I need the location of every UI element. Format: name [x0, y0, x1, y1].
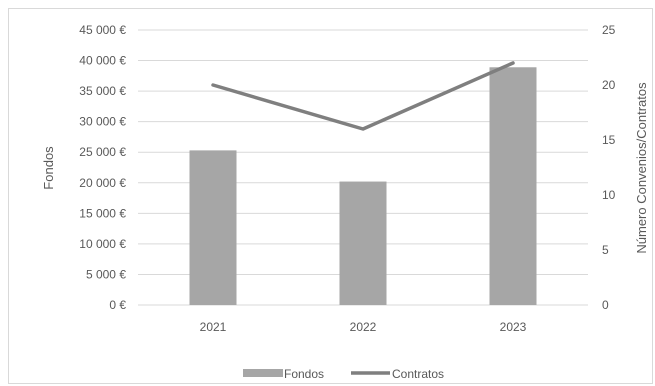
line-contratos — [211, 61, 515, 131]
x-tick-label: 2022 — [350, 320, 377, 334]
x-tick-label: 2023 — [500, 320, 527, 334]
y2-tick-label: 5 — [602, 243, 609, 257]
y-tick-label: 30 000 € — [79, 115, 126, 129]
y-tick-label: 10 000 € — [79, 237, 126, 251]
bar-fondos — [189, 150, 237, 305]
y2-tick-label: 15 — [602, 133, 616, 147]
y2-tick-label: 10 — [602, 188, 616, 202]
y-axis-title: Fondos — [41, 146, 56, 190]
legend-label-fondos: Fondos — [284, 367, 324, 381]
y-tick-label: 15 000 € — [79, 206, 126, 220]
bar-fondos — [489, 67, 537, 306]
x-tick-label: 2021 — [200, 320, 227, 334]
y2-axis-title: Número Convenios/Contratos — [634, 82, 649, 254]
y2-tick-label: 0 — [602, 298, 609, 312]
y-tick-label: 25 000 € — [79, 145, 126, 159]
legend-label-contratos: Contratos — [392, 367, 444, 381]
line-contratos-path — [211, 61, 515, 131]
legend: Fondos Contratos — [243, 367, 444, 381]
bar-fondos — [339, 181, 387, 305]
x-axis-ticks: 2021 2022 2023 — [200, 320, 527, 334]
y-tick-label: 45 000 € — [79, 23, 126, 37]
y2-tick-label: 25 — [602, 23, 616, 37]
y2-axis-ticks: 0 5 10 15 20 25 — [602, 23, 616, 312]
y-tick-label: 20 000 € — [79, 176, 126, 190]
y-tick-label: 0 € — [109, 298, 126, 312]
bars-fondos — [189, 67, 537, 306]
y-tick-label: 40 000 € — [79, 54, 126, 68]
legend-swatch-fondos — [243, 369, 283, 377]
y-tick-label: 35 000 € — [79, 84, 126, 98]
y2-tick-label: 20 — [602, 78, 616, 92]
chart-frame — [8, 8, 653, 384]
y-axis-ticks: 0 € 5 000 € 10 000 € 15 000 € 20 000 € 25 000… — [79, 23, 126, 312]
y-tick-label: 5 000 € — [86, 267, 126, 281]
